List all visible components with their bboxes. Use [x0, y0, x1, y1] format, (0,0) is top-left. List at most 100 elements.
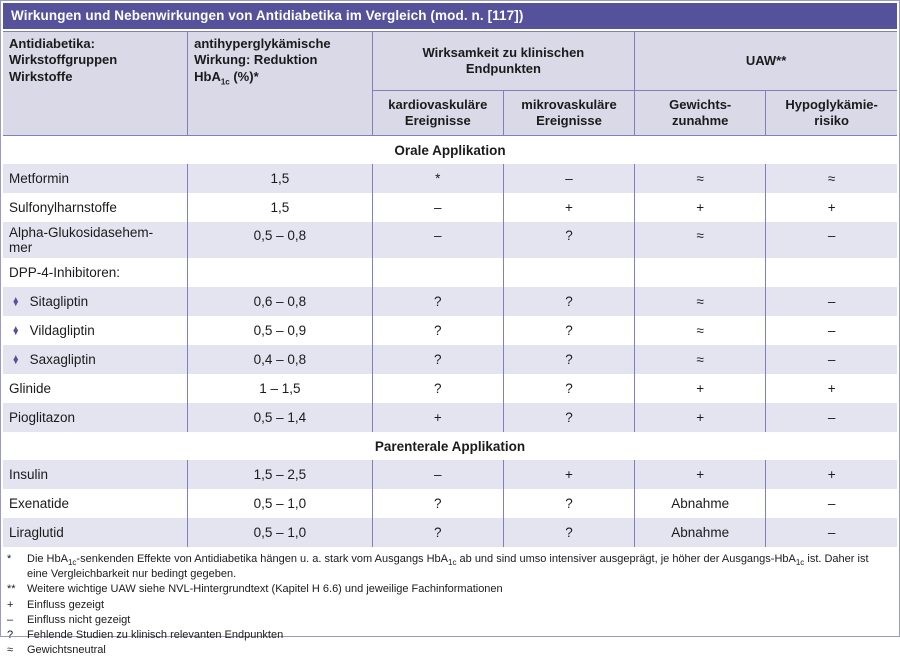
footnote: ** Weitere wichtige UAW siehe NVL-Hinter…: [7, 582, 889, 597]
section-row-parenterale-applikation: Parenterale Applikation: [3, 432, 897, 460]
drug-name: Metformin: [9, 171, 70, 186]
footnote: ? Fehlende Studien zu klinisch relevante…: [7, 628, 889, 643]
hypo-value: –: [765, 403, 897, 432]
footnote-marker: ≈: [7, 644, 14, 657]
hypo-value: +: [765, 374, 897, 403]
micro-value: –: [502, 164, 635, 193]
hypo-value: +: [765, 460, 897, 489]
micro-value: +: [502, 193, 635, 222]
hypo-value: [765, 258, 897, 287]
cardio-value: –: [371, 193, 504, 222]
weight-value: ≈: [634, 164, 766, 193]
antidiabetika-table: Antidiabetika: Wirkstoffgruppen Wirkstof…: [3, 31, 897, 547]
hba1c-value: [187, 258, 373, 287]
micro-value: [502, 258, 635, 287]
column-group-endpunkte: Wirksamkeit zu klinischen Endpunkten: [371, 31, 635, 91]
hypo-value: –: [765, 518, 897, 547]
weight-value: ≈: [634, 222, 766, 258]
hba1c-value: 1,5: [187, 193, 373, 222]
footnote: * Die HbA1c-senkenden Effekte von Antidi…: [7, 552, 889, 582]
table-title: Wirkungen und Nebenwirkungen von Antidia…: [3, 3, 897, 29]
table-row: Insulin 1,5 – 2,5 – + + +: [3, 460, 897, 489]
footnote-text: Einfluss nicht gezeigt: [27, 613, 131, 626]
hypo-value: +: [765, 193, 897, 222]
table-row: Alpha-Glukosidasehem- mer 0,5 – 0,8 – ? …: [3, 222, 897, 258]
diamond-icon: ♦: [13, 293, 19, 310]
weight-value: Abnahme: [634, 489, 766, 518]
weight-value: +: [634, 193, 766, 222]
cardio-value: ?: [371, 345, 504, 374]
table-header: Antidiabetika: Wirkstoffgruppen Wirkstof…: [3, 31, 897, 136]
weight-value: ≈: [634, 345, 766, 374]
footnotes: * Die HbA1c-senkenden Effekte von Antidi…: [3, 547, 897, 662]
cardio-value: ?: [371, 518, 504, 547]
hba1c-value: 0,5 – 0,9: [187, 316, 373, 345]
hba1c-value: 0,5 – 1,0: [187, 518, 373, 547]
footnote-text: Weitere wichtige UAW siehe NVL-Hintergru…: [27, 583, 503, 596]
table-row: Metformin 1,5 * – ≈ ≈: [3, 164, 897, 193]
micro-value: ?: [502, 345, 635, 374]
drug-name: Glinide: [9, 381, 52, 396]
weight-value: +: [634, 403, 766, 432]
footnote-text: Die HbA1c-senkenden Effekte von Antidiab…: [27, 553, 869, 581]
table-row: DPP-4-Inhibitoren:: [3, 258, 897, 287]
weight-value: [634, 258, 766, 287]
cardio-value: [371, 258, 504, 287]
column-header-wirkstoffe: Antidiabetika: Wirkstoffgruppen Wirkstof…: [3, 31, 188, 136]
cardio-value: ?: [371, 316, 504, 345]
hba1c-value: 1 – 1,5: [187, 374, 373, 403]
column-header-hba1c: antihyperglykämische Wirkung: Reduktion …: [187, 31, 373, 136]
micro-value: ?: [502, 316, 635, 345]
column-header-gewichtszunahme: Gewichts- zunahme: [634, 90, 766, 136]
micro-value: ?: [502, 489, 635, 518]
drug-name: Saxagliptin: [29, 352, 96, 367]
section-title: Parenterale Applikation: [3, 432, 897, 460]
cardio-value: –: [371, 222, 504, 258]
cardio-value: ?: [371, 374, 504, 403]
weight-value: +: [634, 374, 766, 403]
footnote-text: Einfluss gezeigt: [27, 598, 105, 611]
section-row-orale-applikation: Orale Applikation: [3, 135, 897, 164]
diamond-icon: ♦: [13, 351, 19, 368]
footnote-marker: *: [7, 553, 12, 565]
weight-value: +: [634, 460, 766, 489]
hba1c-value: 0,4 – 0,8: [187, 345, 373, 374]
footnote-marker: **: [7, 583, 16, 596]
weight-value: ≈: [634, 287, 766, 316]
hypo-value: –: [765, 222, 897, 258]
footnote: ≈ Gewichtsneutral: [7, 643, 889, 658]
column-header-kardiovaskulaer: kardiovaskuläre Ereignisse: [371, 90, 504, 136]
micro-value: ?: [502, 374, 635, 403]
cardio-value: +: [371, 403, 504, 432]
weight-value: ≈: [634, 316, 766, 345]
drug-name: Pioglitazon: [9, 410, 76, 425]
drug-name: Liraglutid: [9, 525, 64, 540]
table-row: Glinide 1 – 1,5 ? ? + +: [3, 374, 897, 403]
section-title: Orale Applikation: [3, 135, 897, 164]
table-row: Liraglutid 0,5 – 1,0 ? ? Abnahme –: [3, 518, 897, 547]
footnote-marker: ?: [7, 628, 14, 641]
footnote: + Einfluss gezeigt: [7, 598, 889, 613]
cardio-value: *: [371, 164, 504, 193]
hba1c-value: 0,5 – 1,4: [187, 403, 373, 432]
table-row: Pioglitazon 0,5 – 1,4 + ? + –: [3, 403, 897, 432]
diamond-icon: ♦: [13, 322, 19, 339]
hba1c-value: 1,5 – 2,5: [187, 460, 373, 489]
hypo-value: –: [765, 489, 897, 518]
column-header-mikrovaskulaer: mikrovaskuläre Ereignisse: [502, 90, 635, 136]
drug-name: Exenatide: [9, 496, 70, 511]
hba1c-value: 0,6 – 0,8: [187, 287, 373, 316]
micro-value: ?: [502, 287, 635, 316]
cardio-value: ?: [371, 287, 504, 316]
column-header-hypoglykaemierisiko: Hypoglykämie- risiko: [765, 90, 897, 136]
micro-value: ?: [502, 403, 635, 432]
micro-value: ?: [502, 518, 635, 547]
hba1c-value: 0,5 – 0,8: [187, 222, 373, 258]
drug-name: Alpha-Glukosidasehem- mer: [9, 225, 154, 255]
cardio-value: ?: [371, 489, 504, 518]
table-row: Exenatide 0,5 – 1,0 ? ? Abnahme –: [3, 489, 897, 518]
column-group-uaw: UAW**: [634, 31, 897, 91]
drug-name: DPP-4-Inhibitoren:: [9, 265, 121, 280]
hypo-value: –: [765, 345, 897, 374]
